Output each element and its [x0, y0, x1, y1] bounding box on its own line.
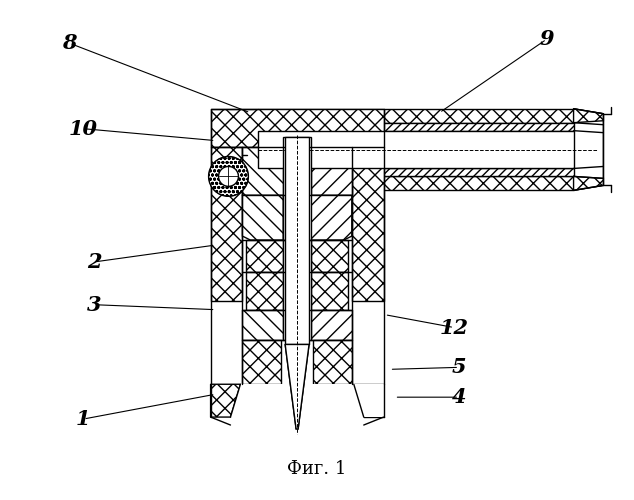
- Polygon shape: [242, 196, 283, 240]
- Polygon shape: [242, 310, 283, 340]
- Polygon shape: [311, 272, 348, 310]
- Polygon shape: [311, 310, 352, 340]
- Bar: [258, 130, 574, 168]
- Polygon shape: [311, 196, 352, 240]
- Bar: [283, 240, 311, 340]
- Bar: [283, 136, 311, 240]
- Polygon shape: [574, 109, 604, 190]
- Text: 10: 10: [69, 118, 98, 139]
- Text: 3: 3: [87, 294, 101, 314]
- Text: 9: 9: [540, 29, 554, 49]
- Text: Фиг. 1: Фиг. 1: [287, 460, 347, 478]
- Text: 4: 4: [452, 387, 467, 407]
- Polygon shape: [247, 272, 283, 310]
- Polygon shape: [574, 109, 604, 122]
- Bar: [258, 122, 574, 130]
- Polygon shape: [285, 344, 309, 429]
- Polygon shape: [574, 176, 604, 190]
- Polygon shape: [313, 340, 352, 384]
- Polygon shape: [210, 384, 240, 417]
- Polygon shape: [354, 384, 384, 417]
- Text: 2: 2: [87, 252, 101, 272]
- Polygon shape: [311, 146, 352, 196]
- Polygon shape: [231, 384, 364, 417]
- Bar: [258, 176, 574, 190]
- Bar: [258, 109, 574, 122]
- Text: 8: 8: [62, 33, 77, 53]
- Polygon shape: [311, 240, 348, 272]
- Text: 12: 12: [440, 318, 469, 338]
- Circle shape: [219, 166, 238, 186]
- Text: 1: 1: [76, 409, 91, 429]
- Text: 5: 5: [452, 358, 467, 378]
- Bar: [210, 109, 384, 146]
- Polygon shape: [242, 146, 283, 196]
- Polygon shape: [247, 240, 283, 272]
- Bar: [352, 146, 384, 300]
- Polygon shape: [242, 340, 281, 384]
- Bar: [240, 384, 562, 417]
- Bar: [210, 146, 242, 300]
- Bar: [285, 136, 309, 344]
- Bar: [258, 168, 574, 176]
- Circle shape: [209, 156, 249, 196]
